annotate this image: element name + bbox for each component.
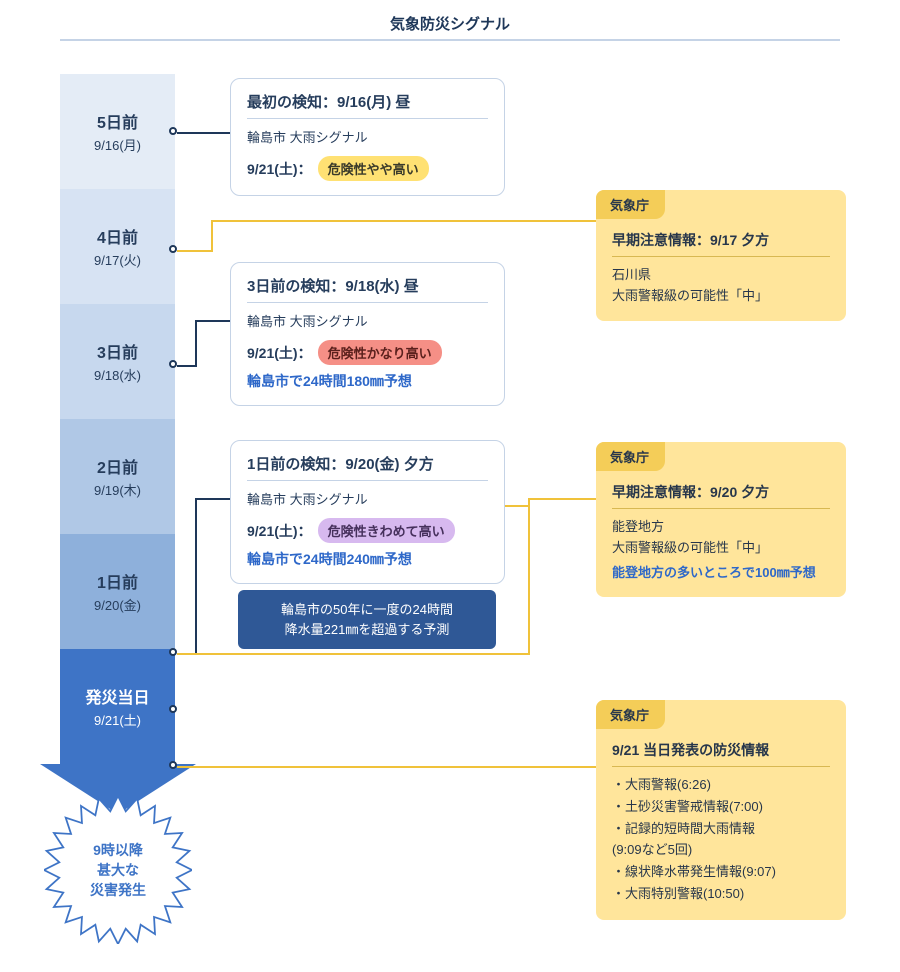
connector-dot <box>169 705 177 713</box>
burst-l3: 災害発生 <box>90 880 146 900</box>
tl-days: 2日前 <box>97 454 138 478</box>
connector-line <box>211 220 596 222</box>
card-location: 輪島市 大雨シグナル <box>247 489 488 508</box>
tl-date: 9/16(月) <box>94 135 141 154</box>
timeline-block-event-day: 発災当日 9/21(土) <box>60 649 175 764</box>
jma-alert-item: ・土砂災害警戒情報(7:00) <box>612 797 830 818</box>
dark-note: 輪島市の50年に一度の24時間 降水量221㎜を超過する予測 <box>238 590 496 649</box>
header-bar: 気象防災シグナル <box>60 13 840 41</box>
burst-l1: 9時以降 <box>93 840 143 860</box>
tl-days: 5日前 <box>97 109 138 133</box>
tl-date: 9/21(土) <box>94 710 141 729</box>
tl-days: 1日前 <box>97 569 138 593</box>
jma-tab: 気象庁 <box>596 190 665 219</box>
timeline-block-4days: 4日前 9/17(火) <box>60 189 175 304</box>
risk-chip: 危険性きわめて高い <box>318 518 455 543</box>
connector-line <box>177 132 230 134</box>
connector-line <box>177 250 213 252</box>
connector-line <box>177 365 197 367</box>
dark-note-l2: 降水量221㎜を超過する予測 <box>252 620 482 640</box>
jma-heading: 9/21 当日発表の防災情報 <box>612 740 830 767</box>
connector-line <box>177 653 530 655</box>
timeline-block-3days: 3日前 9/18(水) <box>60 304 175 419</box>
jma-heading: 早期注意情報：9/17 夕方 <box>612 230 830 257</box>
signal-card-3: 1日前の検知：9/20(金) 夕方 輪島市 大雨シグナル 9/21(土)： 危険… <box>230 440 505 584</box>
card-when: 9/21(土)： <box>247 159 312 179</box>
jma-body: 能登地方 大雨警報級の可能性「中」 能登地方の多いところで100㎜予想 <box>612 517 830 583</box>
jma-alert-list: ・大雨警報(6:26)・土砂災害警戒情報(7:00)・記録的短時間大雨情報(9:… <box>612 775 830 905</box>
tl-days: 発災当日 <box>85 684 149 708</box>
card-when: 9/21(土)： <box>247 343 312 363</box>
tl-date: 9/18(水) <box>94 365 141 384</box>
connector-line <box>195 498 230 500</box>
jma-body-l2: 大雨警報級の可能性「中」 <box>612 286 830 307</box>
jma-alert-item: ・大雨警報(6:26) <box>612 775 830 796</box>
connector-line <box>505 505 530 507</box>
jma-body-l1: 能登地方 <box>612 517 830 538</box>
card-risk-row: 9/21(土)： 危険性きわめて高い <box>247 518 488 543</box>
signal-card-2: 3日前の検知：9/18(水) 昼 輪島市 大雨シグナル 9/21(土)： 危険性… <box>230 262 505 406</box>
connector-line <box>195 498 197 653</box>
connector-line <box>195 320 197 365</box>
jma-body: 石川県 大雨警報級の可能性「中」 <box>612 265 830 307</box>
tl-date: 9/19(木) <box>94 480 141 499</box>
burst-text: 9時以降 甚大な 災害発生 <box>44 796 192 944</box>
card-when: 9/21(土)： <box>247 521 312 541</box>
jma-tab: 気象庁 <box>596 442 665 471</box>
risk-chip: 危険性かなり高い <box>318 340 442 365</box>
tl-date: 9/20(金) <box>94 595 141 614</box>
card-risk-row: 9/21(土)： 危険性やや高い <box>247 156 488 181</box>
jma-heading: 早期注意情報：9/20 夕方 <box>612 482 830 509</box>
connector-line <box>195 320 230 322</box>
timeline-block-5days: 5日前 9/16(月) <box>60 74 175 189</box>
dark-note-l1: 輪島市の50年に一度の24時間 <box>252 600 482 620</box>
jma-alert-item: ・記録的短時間大雨情報 <box>612 819 830 840</box>
tl-date: 9/17(火) <box>94 250 141 269</box>
jma-body-l2: 大雨警報級の可能性「中」 <box>612 538 830 559</box>
card-title: 最初の検知：9/16(月) 昼 <box>247 91 488 119</box>
connector-dot <box>169 761 177 769</box>
jma-card-2: 気象庁 早期注意情報：9/20 夕方 能登地方 大雨警報級の可能性「中」 能登地… <box>596 442 846 597</box>
signal-card-1: 最初の検知：9/16(月) 昼 輪島市 大雨シグナル 9/21(土)： 危険性や… <box>230 78 505 196</box>
jma-body-l1: 石川県 <box>612 265 830 286</box>
tl-days: 3日前 <box>97 339 138 363</box>
card-title: 1日前の検知：9/20(金) 夕方 <box>247 453 488 481</box>
timeline-block-2days: 2日前 9/19(木) <box>60 419 175 534</box>
connector-line <box>211 220 213 250</box>
card-location: 輪島市 大雨シグナル <box>247 311 488 330</box>
card-location: 輪島市 大雨シグナル <box>247 127 488 146</box>
timeline-block-1day: 1日前 9/20(金) <box>60 534 175 649</box>
connector-line <box>528 498 530 655</box>
burst-badge: 9時以降 甚大な 災害発生 <box>44 796 192 944</box>
connector-dot <box>169 360 177 368</box>
risk-chip: 危険性やや高い <box>318 156 429 181</box>
jma-alert-item: (9:09など5回) <box>612 840 830 861</box>
card-title: 3日前の検知：9/18(水) 昼 <box>247 275 488 303</box>
card-forecast: 輪島市で24時間180㎜予想 <box>247 371 488 391</box>
header-title: 気象防災シグナル <box>390 16 510 33</box>
tl-days: 4日前 <box>97 224 138 248</box>
card-forecast: 輪島市で24時間240㎜予想 <box>247 549 488 569</box>
jma-alert-item: ・大雨特別警報(10:50) <box>612 884 830 905</box>
jma-blue-note: 能登地方の多いところで100㎜予想 <box>612 563 830 584</box>
connector-line <box>177 766 596 768</box>
jma-body: ・大雨警報(6:26)・土砂災害警戒情報(7:00)・記録的短時間大雨情報(9:… <box>612 775 830 905</box>
timeline-column: 5日前 9/16(月) 4日前 9/17(火) 3日前 9/18(水) 2日前 … <box>60 74 175 764</box>
jma-card-3: 気象庁 9/21 当日発表の防災情報 ・大雨警報(6:26)・土砂災害警戒情報(… <box>596 700 846 920</box>
jma-tab: 気象庁 <box>596 700 665 729</box>
connector-line <box>530 498 596 500</box>
card-risk-row: 9/21(土)： 危険性かなり高い <box>247 340 488 365</box>
connector-dot <box>169 245 177 253</box>
connector-dot <box>169 648 177 656</box>
connector-dot <box>169 127 177 135</box>
jma-card-1: 気象庁 早期注意情報：9/17 夕方 石川県 大雨警報級の可能性「中」 <box>596 190 846 321</box>
burst-l2: 甚大な <box>97 860 139 880</box>
jma-alert-item: ・線状降水帯発生情報(9:07) <box>612 862 830 883</box>
